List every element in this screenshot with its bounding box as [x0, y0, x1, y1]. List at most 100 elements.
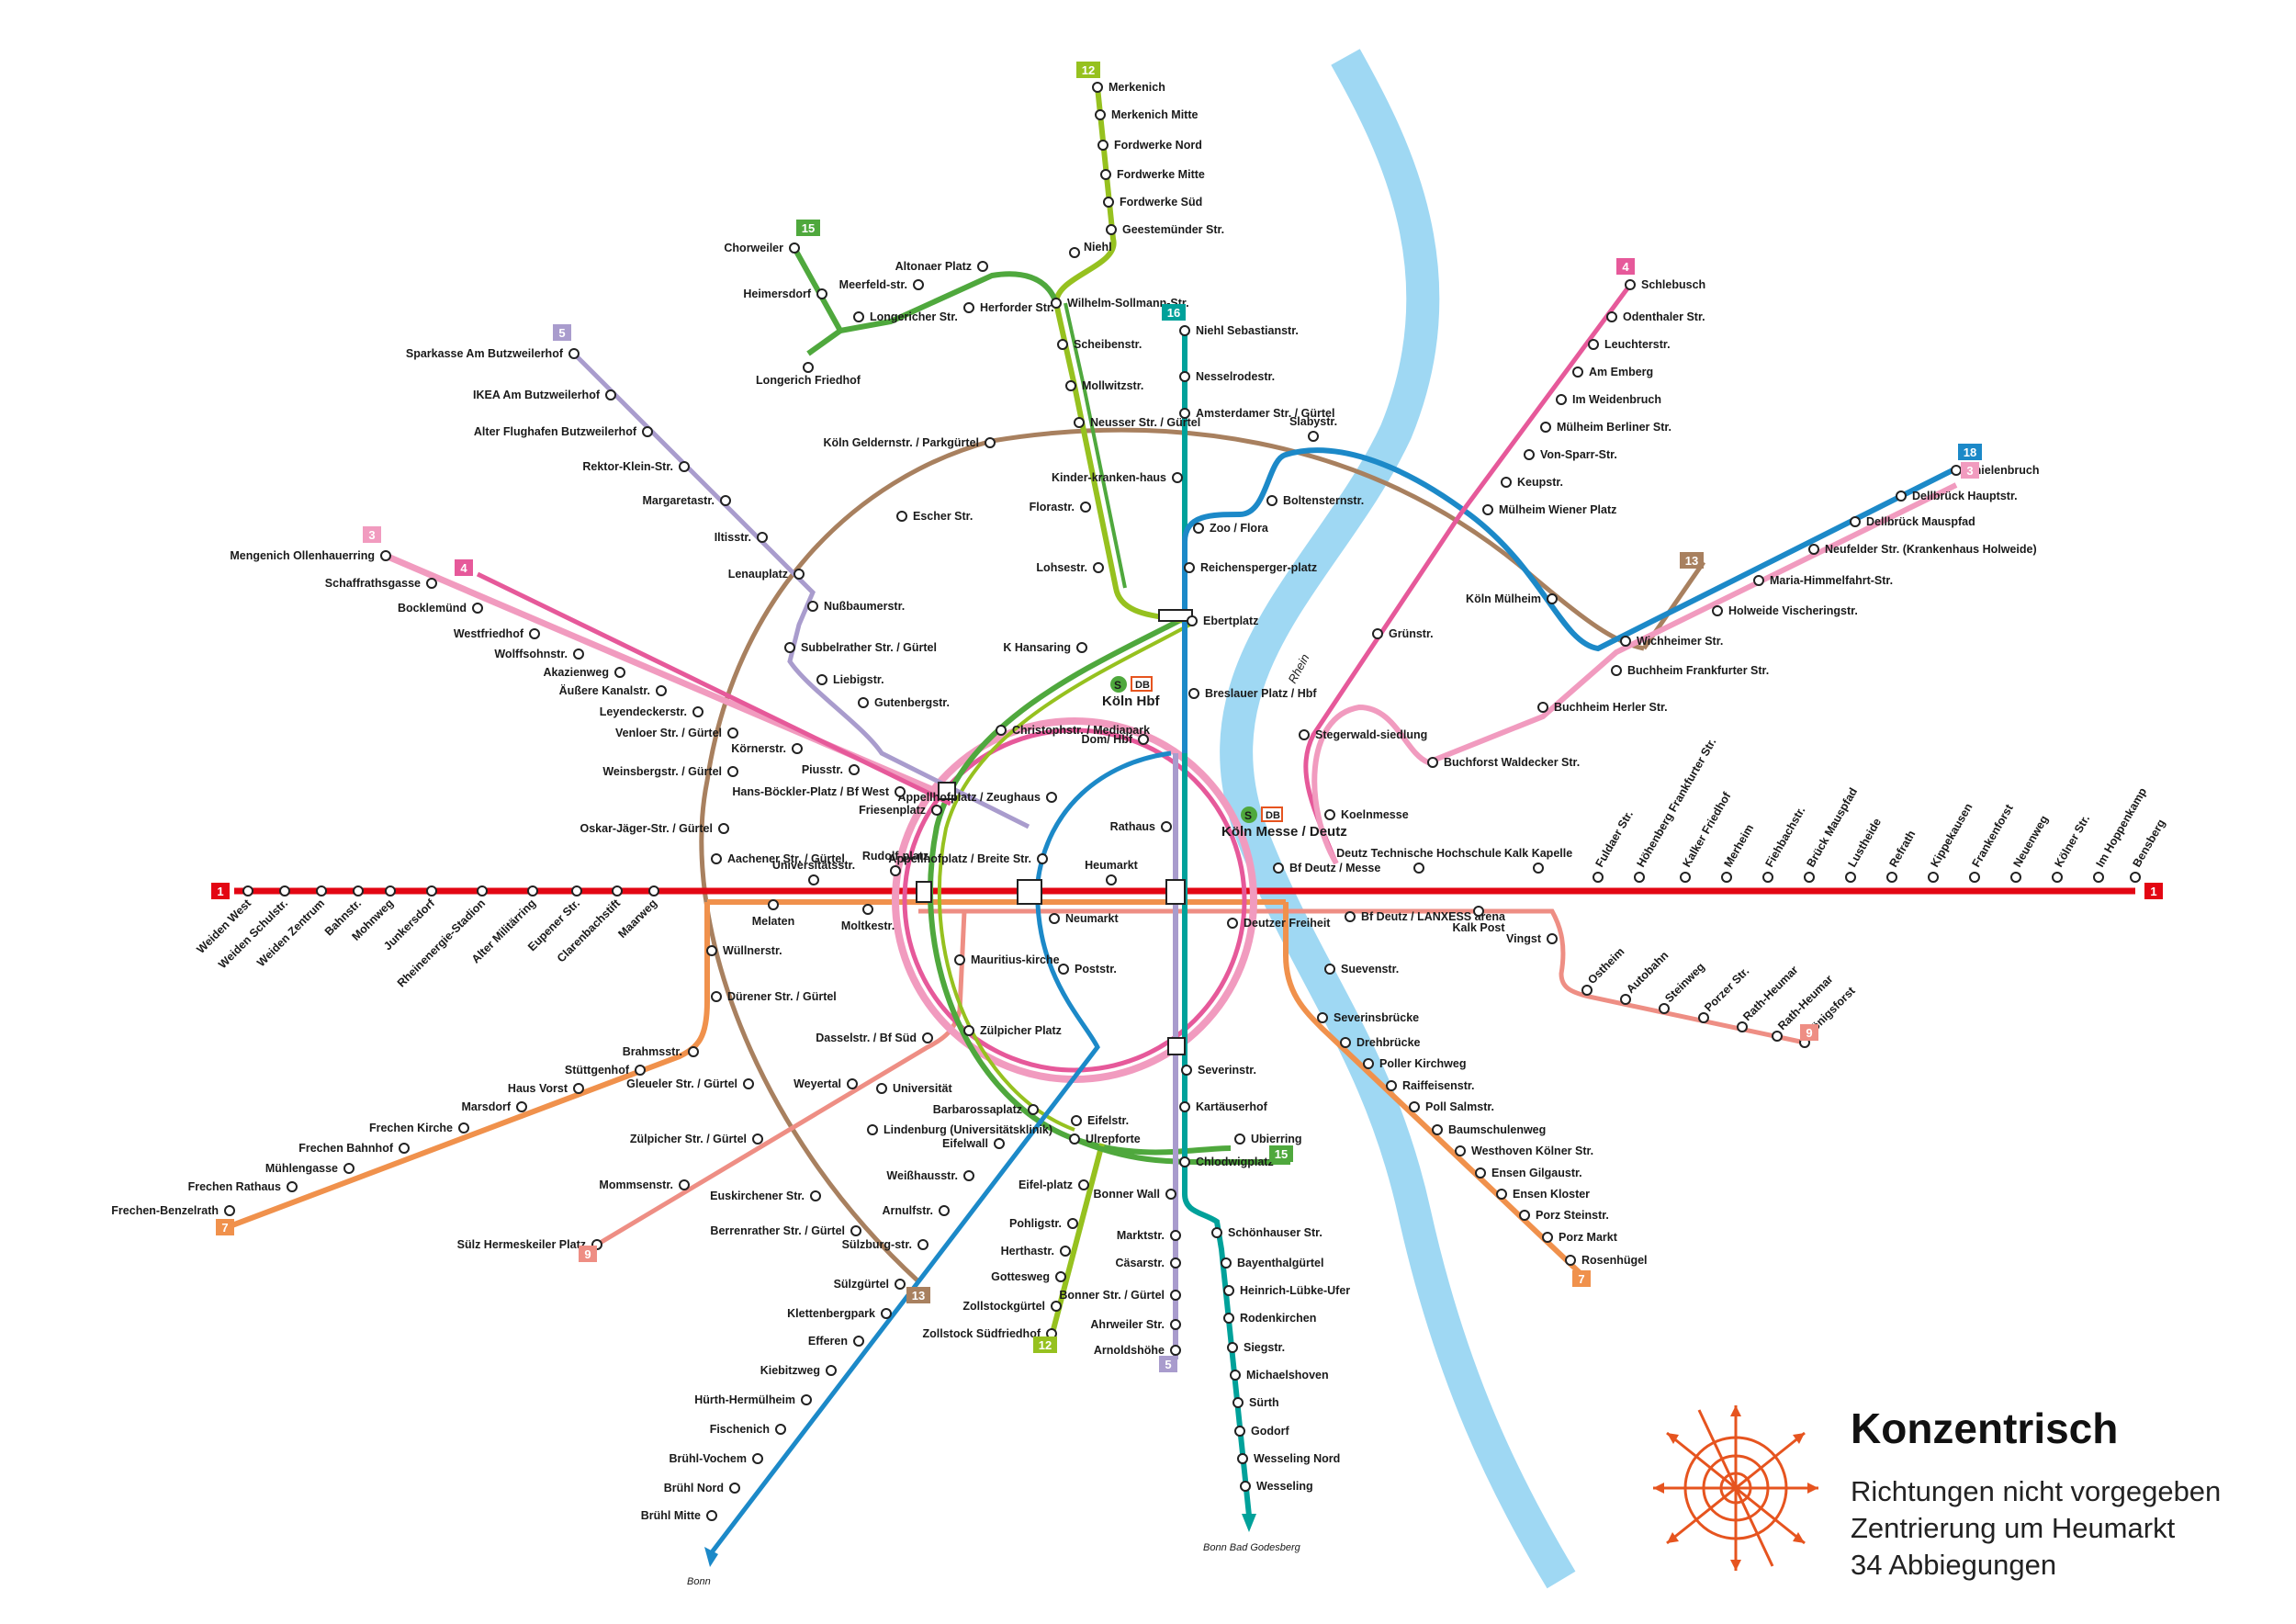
station-marker	[867, 1124, 878, 1135]
station-label: Zollstockgürtel	[962, 1300, 1045, 1313]
station-label: Bayenthalgürtel	[1237, 1257, 1323, 1269]
station-label: Ubierring	[1251, 1133, 1302, 1145]
station-label: Ostheim	[1585, 945, 1626, 987]
station-label: Fiehbachstr.	[1762, 805, 1807, 870]
station-marker	[1951, 465, 1962, 476]
station-s162: Weißhausstr.	[886, 1169, 974, 1182]
station-s94: Buchforst Waldecker Str.	[1427, 756, 1580, 769]
station-label: Koelnmesse	[1341, 808, 1409, 821]
station-label: Marktstr.	[1117, 1229, 1165, 1242]
station-marker	[1611, 665, 1622, 676]
station-label: Sparkasse Am Butzweilerhof	[406, 347, 564, 360]
station-label: Melaten	[752, 915, 795, 928]
station-s140: Mommsenstr.	[599, 1179, 690, 1191]
station-s202: Ensen Kloster	[1496, 1188, 1590, 1201]
station-label: Haus Vorst	[508, 1082, 568, 1095]
river-label: Rhein	[1285, 651, 1311, 685]
station-s163: Arnulfstr.	[882, 1204, 950, 1217]
station-marker	[1542, 1232, 1553, 1243]
station-marker	[242, 885, 253, 897]
station-s187: Siegstr.	[1227, 1341, 1285, 1354]
station-marker	[1074, 417, 1085, 428]
station-label: Niehl	[1084, 241, 1112, 254]
station-marker	[775, 1424, 786, 1435]
station-marker	[752, 1453, 763, 1464]
station-s114: Piusstr.	[802, 763, 860, 776]
station-s151: Sülzgürtel	[834, 1278, 906, 1291]
station-label: Fordwerke Mitte	[1117, 168, 1205, 181]
station-marker	[1093, 562, 1104, 573]
station-marker	[399, 1143, 410, 1154]
station-s24: Kalk Kapelle	[1504, 847, 1572, 874]
station-label: Dellbrück Mauspfad	[1866, 515, 1975, 528]
station-marker	[711, 991, 722, 1002]
station-label: Bonner Str. / Gürtel	[1059, 1289, 1165, 1302]
station-label: Merkenich Mitte	[1111, 108, 1199, 121]
station-label: Kartäuserhof	[1196, 1100, 1268, 1113]
station-marker	[922, 1032, 933, 1043]
station-s119: Akazienweg	[543, 666, 625, 679]
station-s96: IKEA Am Butzweilerhof	[473, 389, 616, 401]
station-label: Boltensternstr.	[1283, 494, 1364, 507]
station-marker	[1223, 1285, 1234, 1296]
station-marker	[1058, 964, 1069, 975]
station-marker	[1057, 339, 1068, 350]
station-label: Refrath	[1886, 829, 1918, 870]
station-marker	[1540, 422, 1551, 433]
station-label: Rodenkirchen	[1240, 1312, 1316, 1325]
station-marker	[1324, 809, 1335, 820]
station-marker	[1620, 636, 1631, 647]
station-s105: Gutenbergstr.	[858, 696, 950, 709]
station-s208: Steinweg	[1659, 960, 1707, 1014]
station-marker	[757, 532, 768, 543]
station-marker	[516, 1101, 527, 1112]
station-label: Köln Mülheim	[1466, 592, 1541, 605]
station-marker	[2010, 872, 2021, 883]
station-label: Odenthaler Str.	[1623, 310, 1705, 323]
station-label: Herforder Str.	[980, 301, 1054, 314]
station-label: Weyertal	[793, 1077, 841, 1090]
station-label: Meerfeld-str.	[839, 278, 907, 291]
station-label: Chorweiler	[724, 242, 783, 254]
station-marker	[1161, 821, 1172, 832]
station-marker	[1100, 169, 1111, 180]
line-badge-b3w: 3	[363, 526, 381, 543]
hub-friesenplatz	[938, 782, 956, 800]
station-s68: Dom/ Hbf	[1081, 733, 1149, 746]
station-label: Steinweg	[1662, 960, 1707, 1005]
station-label: Autobahn	[1624, 949, 1671, 996]
station-label: Rosenhügel	[1581, 1254, 1648, 1267]
station-s103: Subbelrather Str. / Gürtel	[784, 641, 937, 654]
station-s205: Rosenhügel	[1565, 1254, 1648, 1267]
station-marker	[1886, 872, 1897, 883]
station-marker	[1240, 1481, 1251, 1492]
station-marker	[1556, 394, 1567, 405]
station-marker	[890, 865, 901, 876]
station-label: Heinrich-Lübke-Ufer	[1240, 1284, 1350, 1297]
line-3-ne	[1311, 482, 1958, 865]
station-label: Lenauplatz	[728, 568, 788, 581]
station-marker	[1572, 367, 1583, 378]
station-s129: Brahmsstr.	[623, 1045, 699, 1058]
station-marker	[1340, 1037, 1351, 1048]
station-label: Deutzer Freiheit	[1244, 917, 1331, 930]
station-label: Niehl Sebastianstr.	[1196, 324, 1299, 337]
line-badge-label: 16	[1167, 306, 1180, 320]
station-s154: Kiebitzweg	[760, 1364, 837, 1377]
station-marker	[1179, 1101, 1190, 1112]
line-12-15-ring	[928, 613, 1232, 1156]
station-marker	[1432, 1124, 1443, 1135]
station-marker	[1170, 1257, 1181, 1269]
station-marker	[1363, 1058, 1374, 1069]
station-s21: Bf Deutz / LANXESS arena	[1345, 910, 1506, 923]
station-s144: Dasselstr. / Bf Süd	[816, 1032, 933, 1044]
station-s159: Brühl Mitte	[641, 1509, 717, 1522]
station-label: Michaelshoven	[1246, 1369, 1329, 1382]
station-label: Lustheide	[1845, 816, 1884, 869]
station-s36: Neuenweg	[2010, 813, 2051, 883]
station-marker	[1170, 1230, 1181, 1241]
station-label: Keupstr.	[1517, 476, 1563, 489]
station-marker	[316, 885, 327, 897]
station-marker	[994, 1138, 1005, 1149]
